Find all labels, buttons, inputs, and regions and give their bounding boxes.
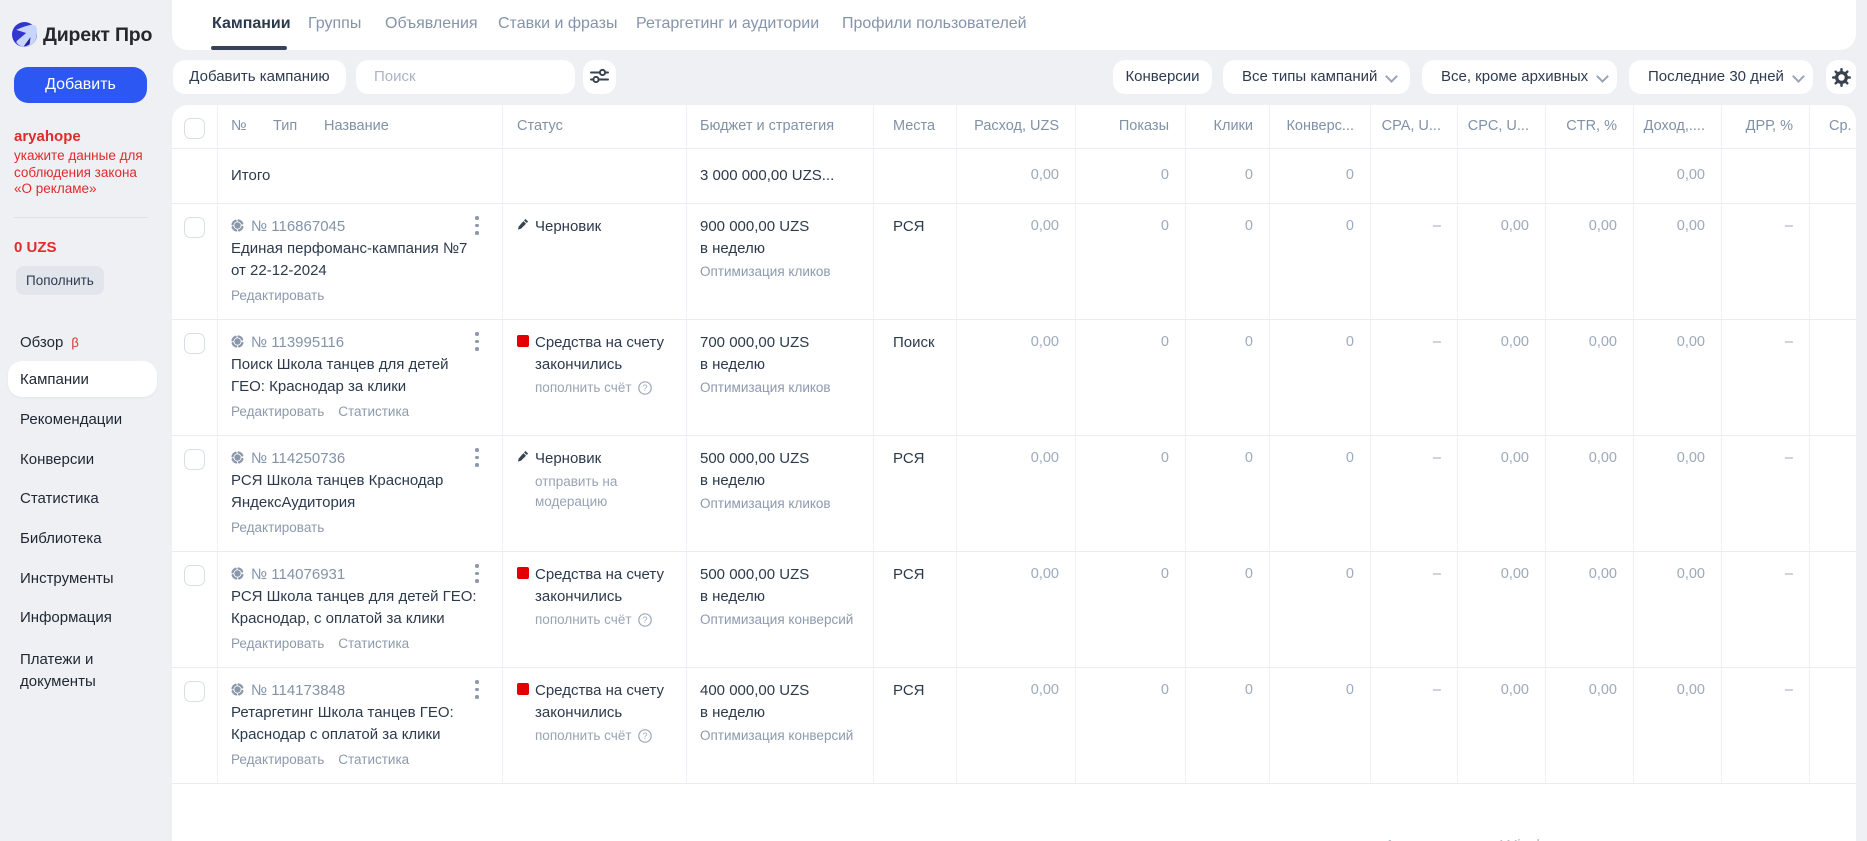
svg-text:?: ?	[643, 615, 648, 625]
svg-text:?: ?	[643, 731, 648, 741]
svg-text:?: ?	[643, 383, 648, 393]
